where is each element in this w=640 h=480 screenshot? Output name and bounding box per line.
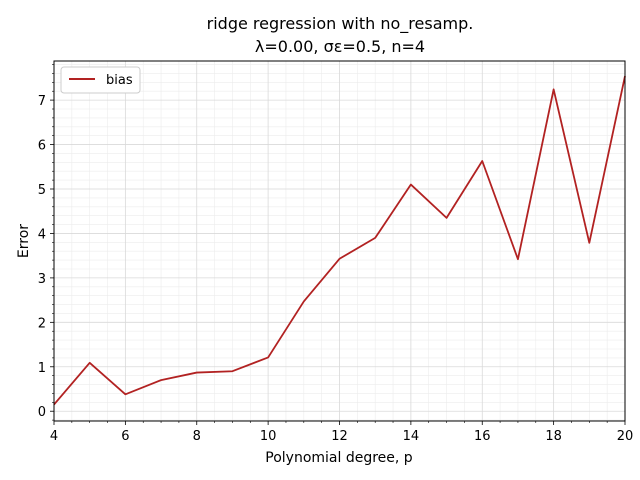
x-tick-label: 14	[403, 429, 420, 444]
x-tick-label: 18	[545, 429, 562, 444]
series-layer	[53, 75, 626, 406]
x-axis: 4 6 8 10 12 14 16 18 20	[50, 421, 633, 444]
y-tick-label: 3	[38, 272, 46, 287]
x-tick-label: 10	[260, 429, 277, 444]
y-tick-label: 6	[38, 139, 46, 154]
y-tick-label: 0	[38, 405, 46, 420]
series-line-bias	[53, 75, 626, 406]
legend-box	[60, 66, 141, 94]
x-tick-label: 6	[121, 429, 129, 444]
x-tick-label: 20	[617, 429, 634, 444]
legend: bias	[60, 66, 141, 94]
x-axis-label: Polynomial degree, p	[265, 450, 413, 466]
y-tick-label: 4	[38, 227, 46, 242]
y-tick-label: 5	[38, 183, 46, 198]
y-axis: 0 1 2 3 4 5 6 7	[38, 64, 54, 421]
x-tick-label: 8	[193, 429, 201, 444]
x-tick-label: 4	[50, 429, 58, 444]
x-tick-label: 12	[331, 429, 348, 444]
chart-title-line-2: λ=0.00, σε=0.5, n=4	[255, 37, 425, 56]
x-tick-label: 16	[474, 429, 491, 444]
y-tick-label: 7	[38, 94, 46, 109]
y-tick-label: 1	[38, 361, 46, 376]
y-axis-label: Error	[16, 224, 32, 258]
chart-title-line-1: ridge regression with no_resamp.	[207, 14, 474, 34]
legend-label-bias: bias	[106, 73, 133, 88]
y-tick-label: 2	[38, 316, 46, 331]
